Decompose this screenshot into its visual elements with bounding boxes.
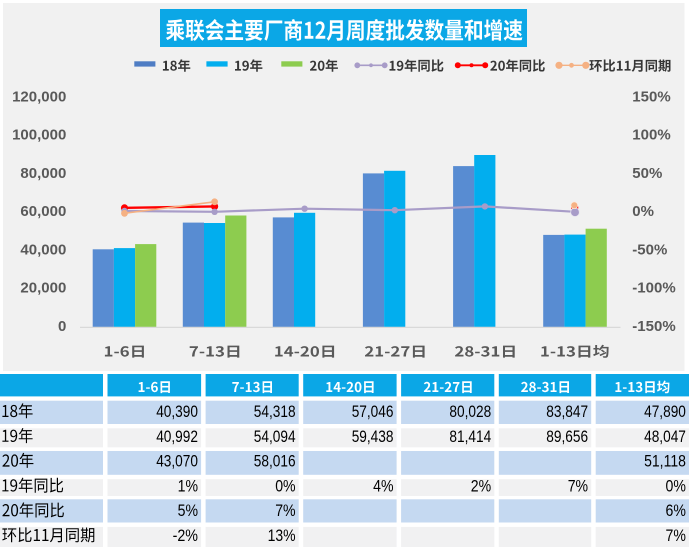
- svg-text:0: 0: [58, 318, 66, 335]
- svg-text:5%: 5%: [178, 501, 198, 520]
- svg-text:54,094: 54,094: [254, 427, 296, 446]
- svg-text:7%: 7%: [568, 476, 588, 495]
- svg-text:-150%: -150%: [632, 318, 675, 335]
- svg-text:80,000: 80,000: [20, 165, 66, 182]
- svg-text:0%: 0%: [632, 203, 654, 220]
- svg-text:40,390: 40,390: [156, 402, 198, 421]
- svg-text:60,000: 60,000: [20, 203, 66, 220]
- svg-text:2%: 2%: [471, 476, 491, 495]
- svg-text:150%: 150%: [632, 88, 670, 105]
- svg-text:40,992: 40,992: [156, 427, 198, 446]
- svg-text:6%: 6%: [666, 501, 686, 520]
- svg-text:43,070: 43,070: [156, 452, 198, 471]
- svg-text:48,047: 48,047: [644, 427, 686, 446]
- svg-text:54,318: 54,318: [254, 402, 296, 421]
- svg-text:0%: 0%: [275, 476, 295, 495]
- svg-text:4%: 4%: [373, 476, 393, 495]
- svg-text:-50%: -50%: [632, 241, 667, 258]
- svg-text:7%: 7%: [666, 526, 686, 545]
- svg-text:59,438: 59,438: [352, 427, 394, 446]
- svg-text:40,000: 40,000: [20, 241, 66, 258]
- svg-text:1%: 1%: [178, 476, 198, 495]
- svg-text:83,847: 83,847: [546, 402, 588, 421]
- svg-text:-100%: -100%: [632, 280, 675, 297]
- svg-text:80,028: 80,028: [449, 402, 491, 421]
- svg-text:20,000: 20,000: [20, 280, 66, 297]
- svg-text:13%: 13%: [268, 526, 296, 545]
- svg-text:100%: 100%: [632, 127, 670, 144]
- svg-text:7%: 7%: [275, 501, 295, 520]
- svg-text:-2%: -2%: [173, 526, 198, 545]
- svg-text:89,656: 89,656: [546, 427, 588, 446]
- svg-text:57,046: 57,046: [352, 402, 394, 421]
- svg-text:50%: 50%: [632, 165, 662, 182]
- svg-text:51,118: 51,118: [644, 452, 686, 471]
- svg-text:81,414: 81,414: [449, 427, 491, 446]
- svg-text:0%: 0%: [666, 476, 686, 495]
- svg-text:100,000: 100,000: [12, 127, 66, 144]
- svg-text:58,016: 58,016: [254, 452, 296, 471]
- svg-text:47,890: 47,890: [644, 402, 686, 421]
- svg-text:120,000: 120,000: [12, 88, 66, 105]
